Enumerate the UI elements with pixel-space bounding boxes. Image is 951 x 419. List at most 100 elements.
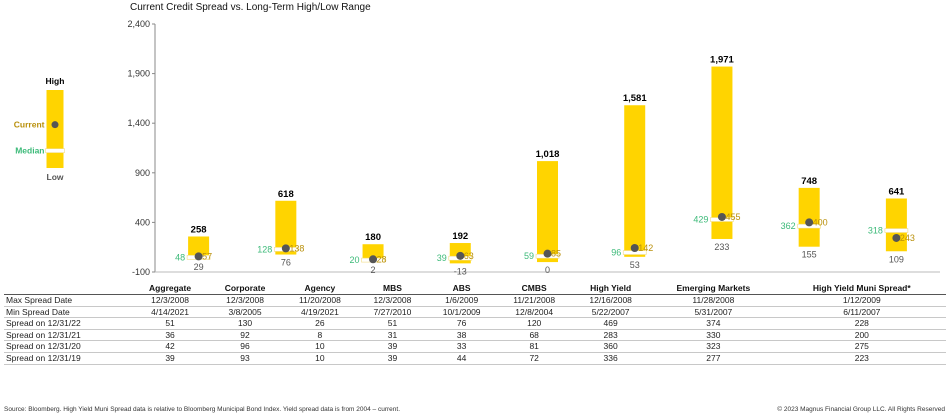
range-bar bbox=[885, 198, 907, 252]
table-cell: 5/22/2007 bbox=[572, 306, 650, 319]
table-cell: 39 bbox=[357, 340, 428, 353]
table-column-header: CMBS bbox=[496, 283, 573, 295]
table-cell: 44 bbox=[427, 352, 497, 365]
y-tick-label: 1,400 bbox=[127, 118, 150, 128]
table-row-label: Max Spread Date bbox=[4, 294, 132, 307]
legend-high-label: High bbox=[46, 76, 65, 86]
current-label: 138 bbox=[289, 243, 304, 253]
high-label: 192 bbox=[452, 231, 468, 242]
median-label: 362 bbox=[781, 221, 796, 231]
table-row-label: Spread on 12/31/19 bbox=[4, 352, 132, 365]
table-cell: 4/19/2021 bbox=[281, 306, 358, 319]
table-cell: 31 bbox=[357, 329, 428, 342]
table-cell: 10 bbox=[281, 340, 358, 353]
legend-current-label: Current bbox=[14, 120, 45, 130]
current-label: 63 bbox=[464, 251, 474, 261]
median-marker bbox=[884, 228, 909, 233]
current-marker bbox=[194, 252, 203, 261]
legend-median-label: Median bbox=[15, 146, 44, 156]
table-column-header: Agency bbox=[281, 283, 358, 295]
table-cell: 4/14/2021 bbox=[132, 306, 209, 319]
current-label: 243 bbox=[900, 233, 915, 243]
range-bar-2: 180 2 20 28 bbox=[350, 232, 387, 275]
low-label: 109 bbox=[889, 254, 904, 264]
current-label: 28 bbox=[377, 254, 387, 264]
table-cell: 12/3/2008 bbox=[357, 294, 428, 307]
table-cell: 1/6/2009 bbox=[427, 294, 497, 307]
table-cell: 120 bbox=[496, 317, 573, 330]
y-tick-label: 1,900 bbox=[127, 69, 150, 79]
range-bar-0: 258 29 48 57 bbox=[175, 224, 212, 272]
table-row: Spread on 12/31/20 42 96 10 39 33 81 360 323 275 bbox=[4, 340, 946, 353]
range-bar-8: 641 109 318 243 bbox=[868, 186, 915, 264]
table-cell: 12/8/2004 bbox=[496, 306, 573, 319]
table-row-label: Min Spread Date bbox=[4, 306, 132, 319]
high-label: 258 bbox=[191, 224, 207, 235]
table-cell: 1/12/2009 bbox=[777, 294, 946, 307]
table-cell: 76 bbox=[427, 317, 497, 330]
table-row-label: Spread on 12/31/20 bbox=[4, 340, 132, 353]
current-label: 400 bbox=[813, 217, 828, 227]
high-label: 180 bbox=[365, 232, 381, 243]
range-bar bbox=[362, 244, 384, 262]
table-cell: 72 bbox=[496, 352, 573, 365]
table-cell: 7/27/2010 bbox=[357, 306, 428, 319]
range-bar bbox=[188, 236, 210, 260]
y-axis: -100 400 900 1,400 1,900 2,400 bbox=[127, 19, 940, 277]
table-cell: 360 bbox=[572, 340, 650, 353]
spread-table: Aggregate Corporate Agency MBS ABS CMBS High Y… bbox=[4, 283, 946, 365]
median-label: 429 bbox=[693, 215, 708, 225]
current-marker bbox=[543, 249, 552, 258]
range-bar bbox=[275, 200, 297, 255]
range-bar-6: 1,971 233 429 455 bbox=[693, 55, 740, 252]
legend-median-marker bbox=[45, 148, 65, 153]
table-header-blank bbox=[4, 283, 132, 295]
current-label: 57 bbox=[202, 251, 212, 261]
low-label: 233 bbox=[714, 242, 729, 252]
table-column-header: High Yield Muni Spread* bbox=[777, 283, 946, 295]
current-label: 85 bbox=[551, 249, 561, 259]
y-tick-label: -100 bbox=[132, 267, 150, 277]
table-cell: 10 bbox=[281, 352, 358, 365]
current-label: 142 bbox=[638, 243, 653, 253]
current-marker bbox=[805, 218, 814, 227]
current-marker bbox=[456, 251, 465, 260]
high-label: 1,018 bbox=[536, 149, 560, 160]
range-bar-5: 1,581 53 96 142 bbox=[611, 93, 653, 270]
table-cell: 11/28/2008 bbox=[649, 294, 778, 307]
table-cell: 11/20/2008 bbox=[281, 294, 358, 307]
y-tick-label: 400 bbox=[135, 217, 150, 227]
current-marker bbox=[717, 212, 726, 221]
low-label: 155 bbox=[802, 250, 817, 260]
chart-title: Current Credit Spread vs. Long-Term High… bbox=[130, 2, 371, 13]
table-cell: 330 bbox=[649, 329, 778, 342]
table-column-header: Emerging Markets bbox=[649, 283, 778, 295]
median-label: 59 bbox=[524, 251, 534, 261]
median-label: 128 bbox=[257, 244, 272, 254]
table-cell: 92 bbox=[208, 329, 282, 342]
table-cell: 277 bbox=[649, 352, 778, 365]
table-cell: 11/21/2008 bbox=[496, 294, 573, 307]
table-cell: 130 bbox=[208, 317, 282, 330]
table-cell: 374 bbox=[649, 317, 778, 330]
table-column-header: Aggregate bbox=[132, 283, 209, 295]
current-marker bbox=[281, 244, 290, 253]
legend-low-label: Low bbox=[47, 172, 64, 182]
table-cell: 93 bbox=[208, 352, 282, 365]
table-column-header: ABS bbox=[427, 283, 497, 295]
legend-current-marker bbox=[51, 121, 59, 129]
current-marker bbox=[892, 233, 901, 242]
table-row: Spread on 12/31/21 36 92 8 31 38 68 283 330 200 bbox=[4, 329, 946, 342]
table-column-header: Corporate bbox=[208, 283, 282, 295]
high-label: 641 bbox=[888, 186, 905, 197]
low-label: 29 bbox=[194, 262, 204, 272]
low-label: 0 bbox=[545, 265, 550, 275]
high-label: 1,581 bbox=[623, 93, 647, 104]
legend: High Current Median Low bbox=[14, 76, 65, 182]
range-bar-3: 192 -13 39 63 bbox=[437, 231, 474, 276]
range-chart: -100 400 900 1,400 1,900 2,400 258 29 48 57 618 76… bbox=[14, 19, 940, 277]
table-cell: 12/3/2008 bbox=[208, 294, 282, 307]
table-column-header: MBS bbox=[357, 283, 428, 295]
table-row: Spread on 12/31/22 51 130 26 51 76 120 469 374 22… bbox=[4, 317, 946, 330]
table-cell: 12/3/2008 bbox=[132, 294, 209, 307]
